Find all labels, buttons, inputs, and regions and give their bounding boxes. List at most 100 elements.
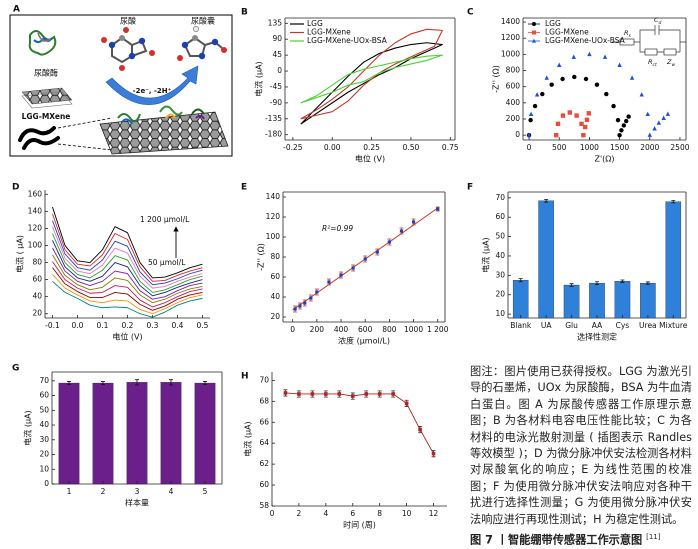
error-bar [67,381,71,385]
marker [560,76,565,82]
marker [555,121,561,127]
marker [584,117,590,123]
inset-label-main: Z [666,58,672,66]
x-tick-label: 0.75 [442,143,459,152]
electrode-label: LGG-MXene [22,112,71,121]
y-tick-label: 10 [495,309,505,318]
x-tick-label: 0.00 [324,143,341,152]
marker [528,117,533,123]
marker [411,220,416,224]
marker [621,123,627,128]
panel-a: A 尿酸酶 尿酸 尿酸囊 -2e⁻, -2H⁺ LGG-MX [9,5,233,157]
bar [512,280,529,319]
y-tick-label: 160 [28,189,43,198]
panel-label: C [467,8,474,18]
uric-acid-label: 尿酸 [120,16,136,26]
marker [350,394,355,398]
legend-label: LGG-MXene [307,28,351,37]
y-tick-label: 70 [259,375,269,384]
marker [656,120,662,125]
data-line [52,240,203,297]
y-tick-label: 1400 [501,17,520,26]
marker [339,273,343,277]
y-tick-label: 600 [506,82,521,91]
y-tick-label: 200 [506,114,521,123]
y-tick-label: 20 [32,309,42,318]
marker [399,229,404,233]
y-tick-label: 120 [266,212,281,221]
inset-label: Rct [648,58,657,68]
marker [611,103,616,109]
x-tick-label: 600 [358,325,373,334]
inset-label-sub: d [659,20,662,26]
x-axis-label: 样本量 [125,498,149,508]
marker [327,280,331,284]
inset-label: Rs [624,29,632,39]
x-tick-label: 500 [552,143,567,152]
y-tick-label: 400 [506,98,521,107]
legend-label: LGG-MXene [545,28,589,37]
marker [645,111,650,116]
marker [303,301,307,305]
marker [560,113,566,118]
y-tick-label: 58 [259,501,269,510]
allantoin-molecule [177,25,227,61]
x-tick-label: 0.0 [72,321,84,330]
marker [619,128,624,133]
error-bar [518,278,523,283]
x-tick-label: 2 [101,487,106,496]
inset-label: Cd [654,16,662,26]
x-tick-label: Glu [565,321,578,330]
x-tick-label: 2000 [640,143,659,152]
x-tick-label: 1 [67,487,72,496]
panel-label: H [241,372,249,382]
y-tick-label: 90 [272,34,282,43]
panel-label: E [241,183,247,193]
marker [604,91,609,97]
y-axis-label: 电流 (μA) [481,237,491,272]
marker [387,240,391,244]
error-bar [203,381,207,385]
marker [532,30,536,35]
data-line [52,247,203,300]
x-tick-label: 800 [382,325,397,334]
marker [617,132,622,138]
x-tick-label: 0 [270,509,275,518]
marker [534,92,540,97]
x-axis-label: Z'(Ω) [594,155,614,164]
x-tick-label: Cys [616,321,630,330]
marker [364,392,369,396]
data-line [52,267,203,311]
y-axis-label: 电流 (μA) [23,410,33,445]
inset-label: Zw [666,58,675,68]
marker [431,451,436,456]
randles-circuit [612,25,686,56]
bar [58,382,80,485]
data-line [285,392,434,454]
x-tick-label: 2 [297,509,302,518]
inset-label-sub: w [671,63,675,68]
panel-label: A [13,5,20,15]
marker [540,91,545,97]
error-bar [620,279,625,283]
data-line [52,213,203,282]
legend-label: LGG [545,19,561,28]
data-line [52,280,203,318]
y-axis-label: -Z'' (Ω) [257,243,266,271]
marker [582,124,588,130]
reaction-arrow [105,65,199,105]
caption-title: 图 7 丨智能绷带传感器工作示意图 [11] [470,529,692,549]
data-line [52,254,203,304]
x-tick-label: AA [592,321,603,330]
bar [160,382,182,485]
x-axis-label: 时间 (周) [343,520,376,530]
error-bar [544,198,549,203]
bar [614,281,631,319]
reaction-label: -2e⁻, -2H⁺ [133,87,172,95]
marker [617,62,622,67]
y-tick-label: 100 [266,232,281,241]
y-tick-label: 10 [39,464,49,473]
x-tick-label: 0.25 [363,143,380,152]
marker [581,132,586,138]
